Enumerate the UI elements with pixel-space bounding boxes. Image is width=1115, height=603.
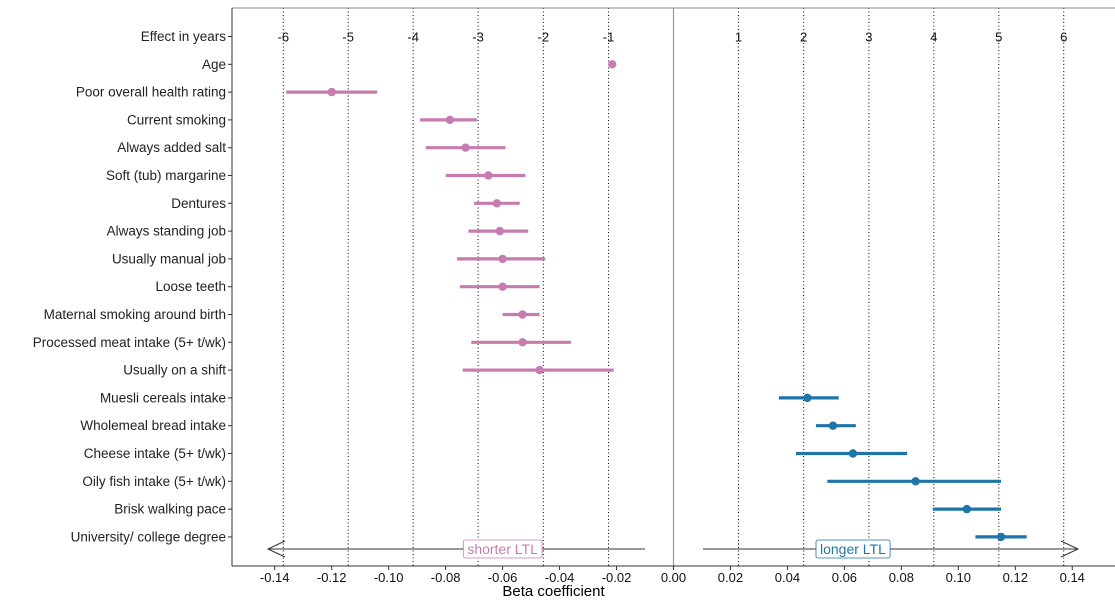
point-estimate bbox=[327, 87, 336, 97]
factor-label: Usually manual job bbox=[112, 251, 226, 266]
point-estimate bbox=[828, 421, 838, 430]
x-tick-label: 0.10 bbox=[946, 570, 971, 585]
year-tick-label: 1 bbox=[735, 30, 742, 45]
years-row: Effect in years -6 -5 -4 -3 -2 -1 1 2 3 4 5 6 bbox=[141, 29, 1068, 45]
point-estimate bbox=[848, 449, 858, 458]
year-tick-label: -6 bbox=[277, 30, 289, 45]
effect-marks bbox=[286, 60, 1027, 542]
point-estimate bbox=[608, 60, 617, 69]
factor-label: Usually on a shift bbox=[123, 363, 226, 378]
point-estimate bbox=[518, 310, 527, 319]
x-tick-label: 0.02 bbox=[718, 570, 743, 585]
x-tick-label: -0.02 bbox=[602, 570, 632, 585]
point-estimate bbox=[445, 115, 455, 125]
point-estimate bbox=[518, 338, 527, 347]
year-tick-label: -5 bbox=[342, 30, 354, 45]
factor-label: Brisk walking pace bbox=[114, 502, 226, 517]
year-tick-label: 6 bbox=[1060, 30, 1067, 45]
x-tick-label: -0.14 bbox=[260, 570, 290, 585]
factor-label: Maternal smoking around birth bbox=[44, 307, 226, 322]
x-tick-label: 0.06 bbox=[832, 570, 857, 585]
factor-label: Dentures bbox=[171, 196, 226, 211]
point-estimate bbox=[498, 282, 507, 291]
factor-label: Loose teeth bbox=[155, 279, 226, 294]
year-tick-label: -3 bbox=[472, 30, 484, 45]
x-tick-label: 0.00 bbox=[661, 570, 686, 585]
factor-label: Cheese intake (5+ t/wk) bbox=[84, 446, 226, 461]
direction-label-box bbox=[815, 539, 891, 559]
shorter-ltl-label: shorter LTL bbox=[467, 541, 538, 557]
x-tick-label: -0.04 bbox=[545, 570, 575, 585]
factor-label: Soft (tub) margarine bbox=[106, 168, 226, 183]
x-tick-label: 0.08 bbox=[889, 570, 914, 585]
point-estimate bbox=[461, 143, 470, 152]
point-estimate bbox=[495, 226, 504, 236]
point-estimate bbox=[484, 171, 493, 180]
x-tick-label: 0.14 bbox=[1060, 570, 1085, 585]
x-tick-label: 0.12 bbox=[1003, 570, 1028, 585]
longer-ltl-label: longer LTL bbox=[820, 541, 886, 557]
direction-arrows: shorter LTL longer LTL bbox=[266, 539, 1080, 559]
year-tick-label: -2 bbox=[538, 30, 550, 45]
x-axis: -0.14 -0.12 -0.10 -0.08 -0.06 -0.04 -0.02 0.00 0… bbox=[260, 566, 1085, 585]
factor-label: Processed meat intake (5+ t/wk) bbox=[33, 335, 226, 350]
x-tick-label: -0.06 bbox=[488, 570, 518, 585]
x-tick-label: -0.08 bbox=[431, 570, 461, 585]
factor-label: Poor overall health rating bbox=[76, 85, 226, 100]
x-tick-label: -0.12 bbox=[317, 570, 347, 585]
factor-label: Always added salt bbox=[117, 140, 226, 155]
factor-label: Wholemeal bread intake bbox=[80, 418, 226, 433]
year-gridlines bbox=[282, 8, 1065, 566]
year-tick-label: 2 bbox=[800, 30, 807, 45]
year-tick-label: 3 bbox=[865, 30, 872, 45]
factor-label: Current smoking bbox=[127, 112, 226, 127]
factor-label: Age bbox=[202, 57, 226, 72]
year-tick-label: -1 bbox=[603, 30, 615, 45]
point-estimate bbox=[996, 532, 1006, 542]
point-estimate bbox=[492, 199, 502, 208]
factor-labels: Age Poor overall health rating Current smo… bbox=[33, 57, 232, 544]
direction-label-box bbox=[462, 539, 543, 559]
factor-label: University/ college degree bbox=[71, 529, 226, 544]
point-estimate bbox=[535, 365, 544, 375]
shorter-arrow-head bbox=[266, 540, 286, 558]
point-estimate bbox=[962, 504, 972, 514]
point-estimate bbox=[803, 393, 812, 403]
factor-label: Oily fish intake (5+ t/wk) bbox=[82, 474, 226, 489]
x-tick-label: -0.10 bbox=[374, 570, 404, 585]
year-tick-label: 4 bbox=[930, 30, 937, 45]
factor-label: Always standing job bbox=[107, 224, 226, 239]
factor-label: Muesli cereals intake bbox=[100, 390, 226, 405]
point-estimate bbox=[498, 254, 507, 264]
x-axis-title: Beta coefficient bbox=[502, 583, 605, 600]
year-tick-label: -4 bbox=[407, 30, 419, 45]
year-tick-label: 5 bbox=[995, 30, 1002, 45]
point-estimate bbox=[911, 477, 920, 486]
years-row-label: Effect in years bbox=[141, 29, 227, 44]
longer-arrow-head bbox=[1060, 540, 1080, 558]
x-tick-label: 0.04 bbox=[775, 570, 800, 585]
